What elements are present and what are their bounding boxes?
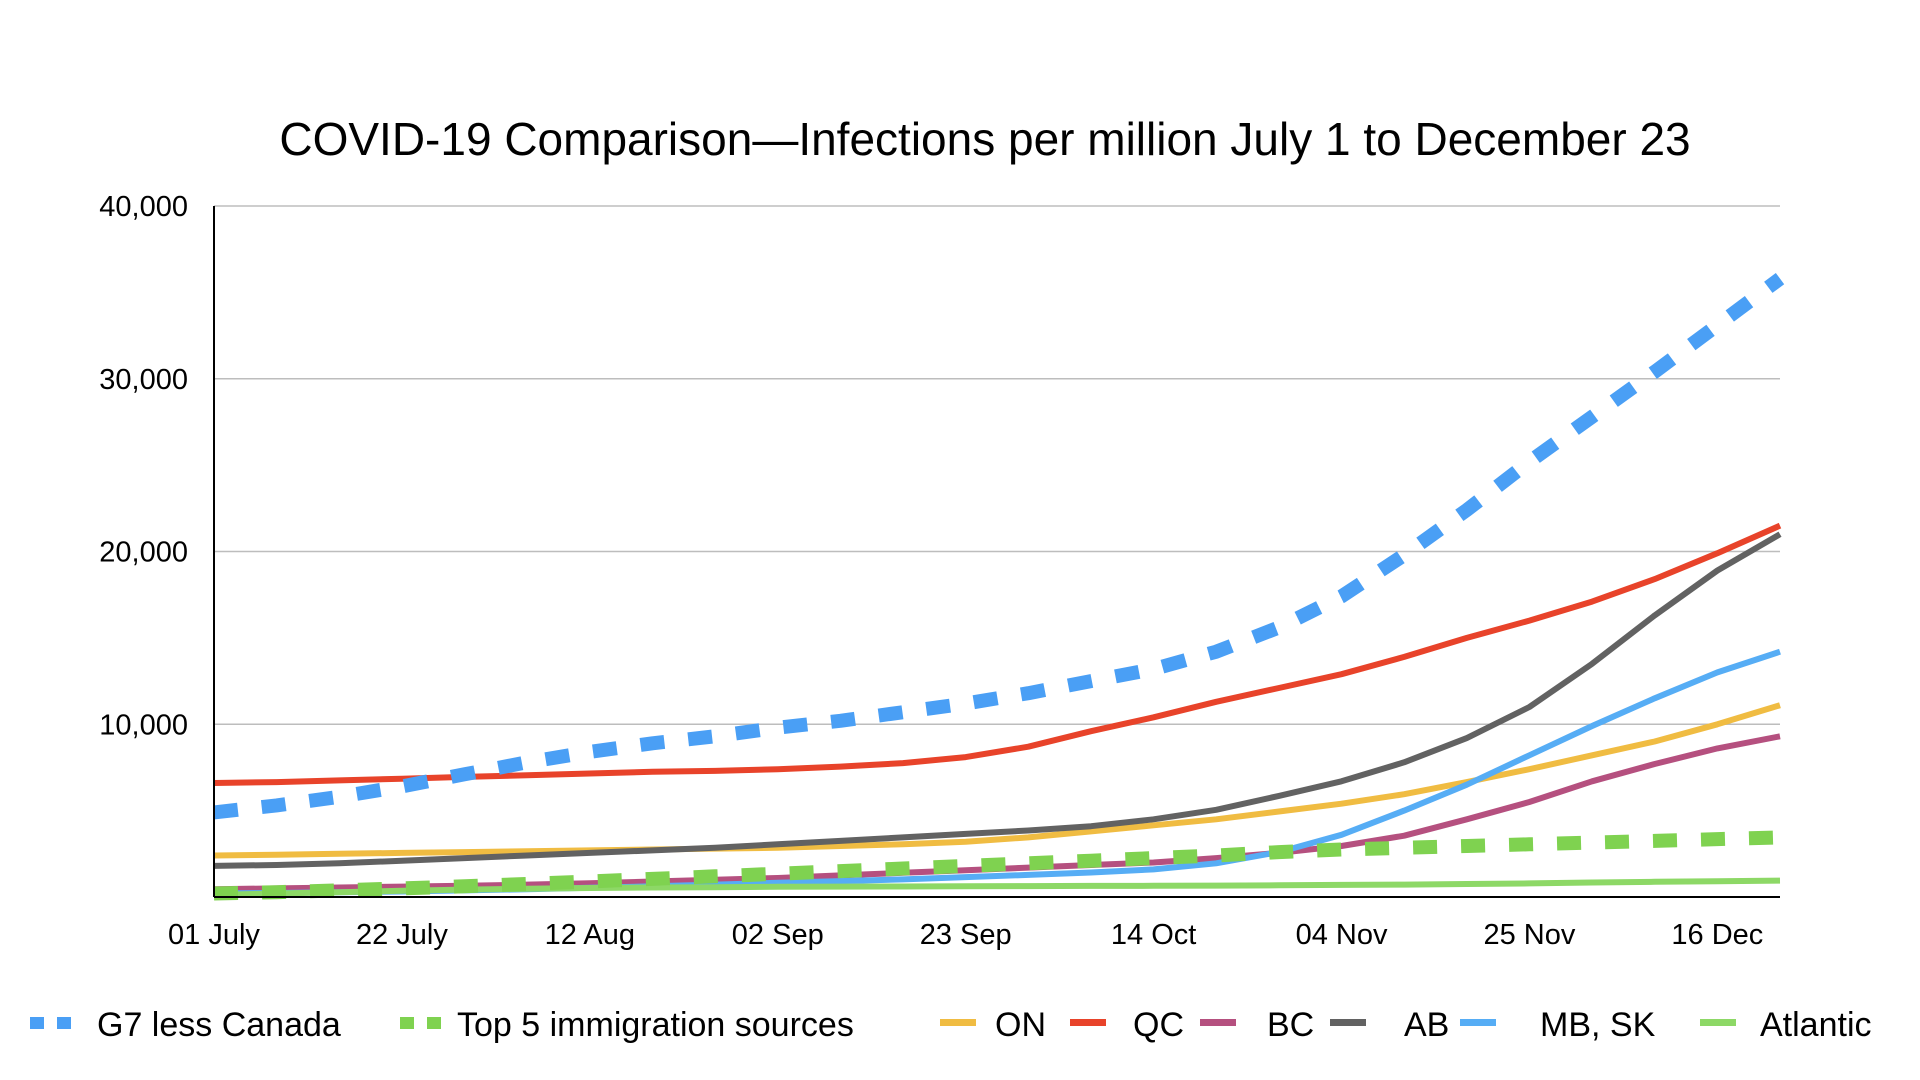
y-tick-label: 10,000 [99,709,188,741]
legend-item-ab: AB [1330,1006,1449,1044]
y-tick-label: 30,000 [99,364,188,396]
legend-swatch [57,1017,71,1029]
gridlines [214,205,1780,725]
x-tick-label: 01 July [168,919,260,951]
legend-swatch [1070,1019,1106,1026]
legend-swatch [30,1017,44,1029]
x-tick-label: 04 Nov [1296,919,1388,951]
legend-item-on: ON [940,1006,1046,1044]
legend-label: AB [1404,1006,1449,1044]
legend-swatch [1700,1019,1736,1026]
series-line-ab [213,531,1782,869]
series-line-atlantic [213,877,1781,898]
legend-item-mb-sk: MB, SK [1460,1006,1656,1044]
x-tick-label: 02 Sep [732,919,824,951]
series-line-top-5-immigration-sources [213,830,1781,901]
series-lines [213,272,1785,901]
y-axis: 10,000 20,000 30,000 40,000 [99,191,188,741]
y-tick-label: 40,000 [99,191,188,223]
series-line-qc [213,522,1782,786]
y-tick-label: 20,000 [99,537,188,569]
legend-swatch [940,1019,976,1026]
legend-swatch [400,1017,414,1029]
legend-label: MB, SK [1540,1006,1656,1044]
series-line-g7-less-canada [213,272,1785,820]
x-tick-label: 12 Aug [545,919,635,951]
x-tick-label: 22 July [356,919,448,951]
legend-label: Top 5 immigration sources [457,1006,854,1044]
legend-label: BC [1267,1006,1314,1044]
legend-swatch [1330,1019,1366,1026]
x-axis: 01 July 22 July 12 Aug 02 Sep 23 Sep 14 Oct 04… [168,919,1763,951]
legend-swatch [1460,1019,1496,1026]
x-tick-label: 14 Oct [1111,919,1196,951]
legend-item-atlantic: Atlantic [1700,1006,1872,1044]
legend-item-top-5-immigration-sources: Top 5 immigration sources [400,1006,854,1044]
legend-item-bc: BC [1200,1006,1314,1044]
x-tick-label: 25 Nov [1483,919,1575,951]
legend: G7 less Canada Top 5 immigration sources O… [30,1006,1872,1044]
chart-title: COVID-19 Comparison—Infections per milli… [279,113,1690,165]
x-tick-label: 23 Sep [920,919,1012,951]
legend-item-g7-less-canada: G7 less Canada [30,1006,341,1044]
legend-label: QC [1133,1006,1184,1044]
legend-label: Atlantic [1760,1006,1872,1044]
legend-item-qc: QC [1070,1006,1184,1044]
series-line-on [213,702,1781,859]
legend-swatch [1200,1019,1236,1026]
legend-label: G7 less Canada [97,1006,341,1044]
legend-label: ON [995,1006,1046,1044]
legend-swatch [427,1017,441,1029]
x-tick-label: 16 Dec [1671,919,1763,951]
